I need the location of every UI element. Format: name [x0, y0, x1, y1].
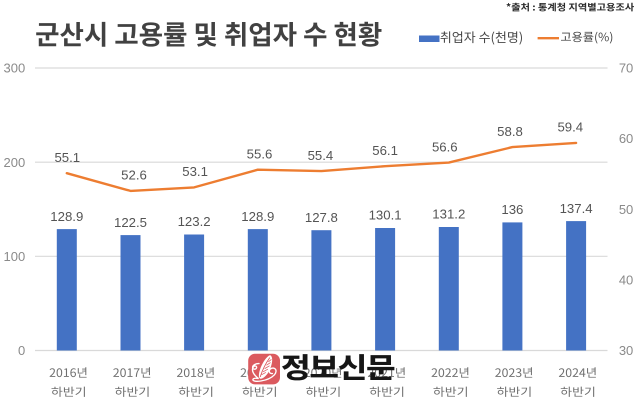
svg-text:53.1: 53.1: [182, 164, 208, 179]
svg-text:128.9: 128.9: [241, 209, 274, 224]
svg-text:60: 60: [619, 131, 633, 146]
svg-text:58.8: 58.8: [497, 124, 523, 139]
svg-text:100: 100: [3, 249, 25, 264]
svg-text:200: 200: [3, 155, 25, 170]
svg-text:136: 136: [501, 202, 523, 217]
svg-text:50: 50: [619, 202, 633, 217]
svg-text:70: 70: [619, 61, 633, 76]
svg-text:55.6: 55.6: [247, 146, 273, 161]
svg-text:56.1: 56.1: [372, 143, 398, 158]
svg-text:300: 300: [3, 61, 25, 76]
svg-text:0: 0: [18, 343, 25, 358]
svg-text:55.4: 55.4: [308, 148, 334, 163]
svg-text:55.1: 55.1: [54, 150, 80, 165]
svg-text:122.5: 122.5: [114, 215, 147, 230]
svg-text:40: 40: [619, 273, 633, 288]
svg-text:59.4: 59.4: [557, 120, 583, 135]
svg-text:52.6: 52.6: [121, 168, 147, 183]
svg-text:127.8: 127.8: [305, 210, 338, 225]
svg-text:30: 30: [619, 343, 633, 358]
svg-text:128.9: 128.9: [50, 209, 83, 224]
svg-text:123.2: 123.2: [178, 214, 211, 229]
svg-text:130.1: 130.1: [369, 208, 402, 223]
svg-text:131.2: 131.2: [432, 207, 465, 222]
svg-text:56.6: 56.6: [432, 139, 458, 154]
svg-text:137.4: 137.4: [560, 201, 593, 216]
